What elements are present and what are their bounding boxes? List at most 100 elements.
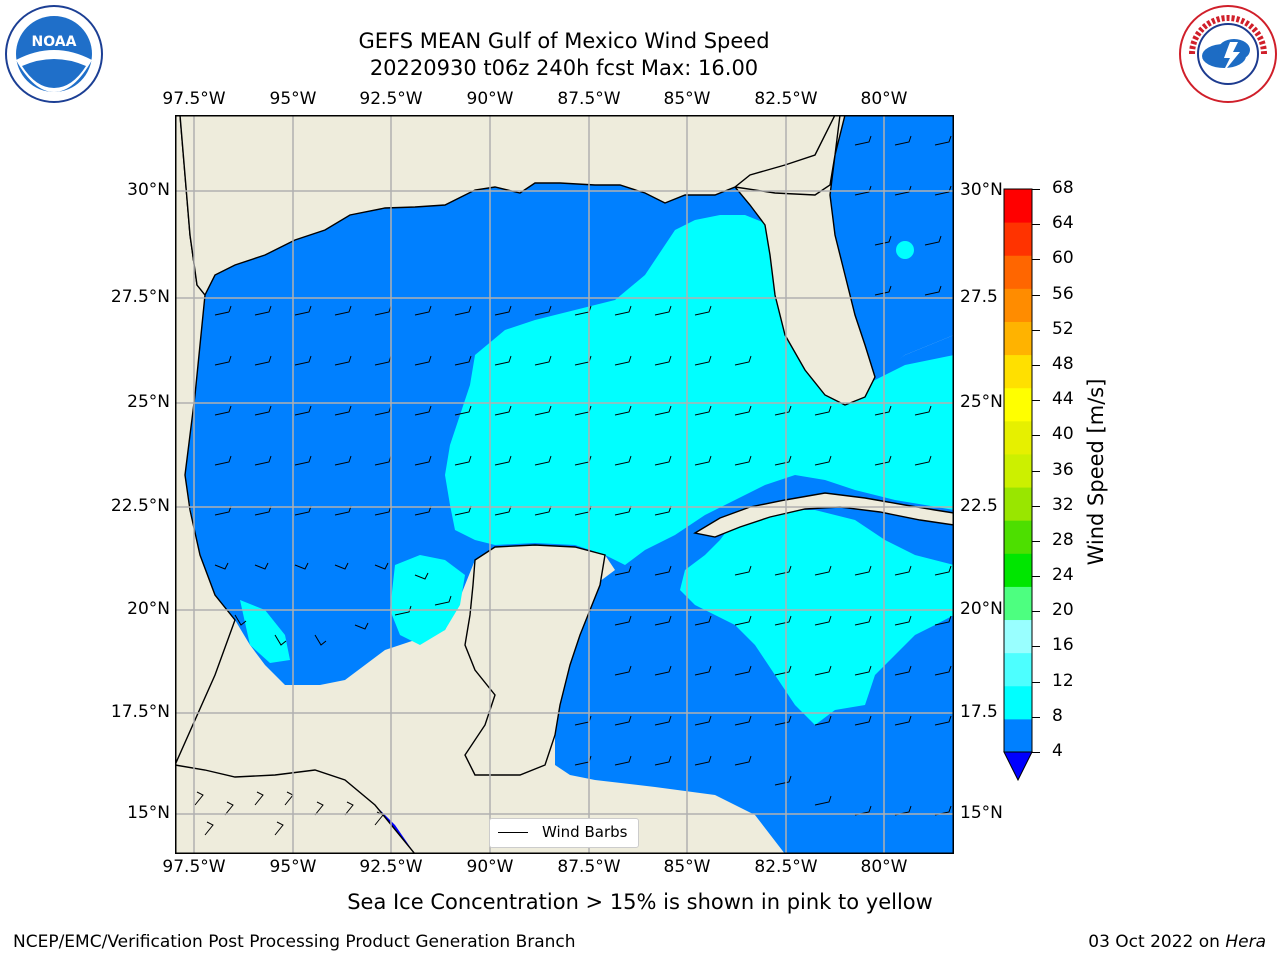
colorbar-tick-label: 8 — [1052, 705, 1063, 726]
colorbar-tick-mark — [1032, 576, 1040, 578]
atlantic-water-4-8 — [830, 115, 954, 377]
colorbar-band — [1004, 685, 1032, 720]
colorbar-tick-mark — [1032, 259, 1040, 261]
campeche-water-8-12 — [390, 555, 465, 645]
lon-label-bottom: 97.5°W — [162, 857, 226, 877]
lon-label-bottom: 95°W — [269, 857, 317, 877]
colorbar-extend-arrow — [1003, 751, 1033, 782]
colorbar-tick-mark — [1032, 505, 1040, 507]
lat-label-left: 22.5°N — [110, 496, 170, 516]
colorbar-tick-label: 4 — [1052, 741, 1063, 761]
lon-label-top: 85°W — [663, 89, 711, 109]
sea-ice-note: Sea Ice Concentration > 15% is shown in … — [347, 890, 933, 914]
colorbar-tick-label: 64 — [1052, 213, 1074, 234]
colorbar-band — [1004, 288, 1032, 322]
lat-label-left: 15°N — [127, 803, 170, 823]
colorbar-band — [1004, 354, 1032, 389]
colorbar-bands — [1004, 189, 1032, 753]
footer-credit: NCEP/EMC/Verification Post Processing Pr… — [13, 932, 576, 952]
legend-label: Wind Barbs — [542, 823, 628, 841]
colorbar-tick-mark — [1032, 752, 1040, 753]
colorbar-tick-label: 52 — [1052, 318, 1074, 339]
colorbar-band — [1004, 520, 1032, 554]
colorbar-tick-mark — [1032, 611, 1040, 613]
colorbar-tick-label: 16 — [1052, 635, 1074, 656]
lat-label-right: 25°N — [960, 392, 1003, 412]
lon-label-top: 82.5°W — [754, 89, 818, 109]
central-america-land — [175, 764, 416, 854]
colorbar-tick-mark — [1032, 400, 1040, 402]
colorbar-tick-label: 36 — [1052, 459, 1074, 480]
lon-label-bottom: 82.5°W — [754, 857, 818, 877]
colorbar-band — [1004, 387, 1032, 422]
lat-label-left: 25°N — [127, 392, 170, 412]
colorbar-tick-label: 56 — [1052, 283, 1074, 304]
colorbar-tick-mark — [1032, 224, 1040, 226]
colorbar-tick-label: 28 — [1052, 529, 1074, 550]
colorbar — [1003, 188, 1033, 782]
colorbar-tick-mark — [1032, 716, 1040, 718]
colorbar-tick-label: 24 — [1052, 565, 1074, 586]
colorbar-tick-mark — [1032, 646, 1040, 648]
lat-label-left: 30°N — [127, 180, 170, 200]
colorbar-band — [1004, 255, 1032, 289]
colorbar-tick-label: 32 — [1052, 494, 1074, 515]
colorbar-tick-mark — [1032, 294, 1040, 296]
caribbean-water-8-12 — [680, 510, 954, 725]
colorbar-band — [1004, 553, 1032, 587]
lon-label-bottom: 87.5°W — [557, 857, 621, 877]
lon-label-top: 90°W — [466, 89, 514, 109]
lat-label-right: 27.5 — [960, 287, 998, 307]
colorbar-tick-label: 48 — [1052, 353, 1074, 374]
lon-label-top: 80°W — [860, 89, 908, 109]
lon-label-bottom: 80°W — [860, 857, 908, 877]
cuba-land — [693, 492, 954, 538]
lat-label-right: 20°N — [960, 599, 1003, 619]
colorbar-tick-mark — [1032, 540, 1040, 542]
florida-land — [733, 115, 876, 406]
lat-label-left: 27.5°N — [110, 287, 170, 307]
colorbar-label: Wind Speed [m/s] — [1084, 378, 1108, 566]
colorbar-band — [1004, 652, 1032, 687]
colorbar-band — [1004, 487, 1032, 521]
colorbar-tick-label: 68 — [1052, 178, 1074, 198]
colorbar-band — [1004, 420, 1032, 455]
wind-barbs — [194, 135, 952, 836]
lon-label-top: 97.5°W — [162, 89, 226, 109]
noaa-logo: NOAA — [5, 5, 103, 103]
colorbar-tick-label: 40 — [1052, 424, 1074, 445]
legend-line — [498, 832, 528, 833]
colorbar-band — [1004, 619, 1032, 654]
lon-label-bottom: 90°W — [466, 857, 514, 877]
lat-label-right: 15°N — [960, 803, 1003, 823]
colorbar-tick-label: 60 — [1052, 248, 1074, 269]
lat-label-left: 17.5°N — [110, 702, 170, 722]
lat-label-right: 30°N — [960, 180, 1003, 200]
colorbar-tick-mark — [1032, 364, 1040, 366]
atlantic-water-8-12-spot — [896, 241, 914, 259]
map-frame — [175, 115, 954, 854]
map-legend: Wind Barbs — [489, 818, 639, 848]
yucatan-land — [464, 544, 606, 776]
colorbar-band — [1004, 718, 1032, 753]
colorbar-tick-mark — [1032, 681, 1040, 683]
colorbar-tick-mark — [1032, 189, 1040, 190]
colorbar-tick-mark — [1032, 329, 1040, 331]
footer-date-text: 03 Oct 2022 on — [1088, 932, 1226, 952]
lat-label-right: 17.5 — [960, 702, 998, 722]
footer-date: 03 Oct 2022 on Hera — [1088, 932, 1266, 952]
colorbar-tick-label: 20 — [1052, 600, 1074, 621]
footer-host: Hera — [1225, 932, 1266, 952]
gulf-water-8-12 — [445, 215, 954, 565]
tampico-water-8-12 — [240, 600, 290, 663]
colorbar-band — [1004, 222, 1032, 256]
lon-label-top: 87.5°W — [557, 89, 621, 109]
lat-label-left: 20°N — [127, 599, 170, 619]
gulf-wind-speed-map — [175, 115, 954, 854]
colorbar-band — [1004, 453, 1032, 488]
graticule — [175, 115, 954, 854]
lon-label-bottom: 85°W — [663, 857, 711, 877]
lon-label-top: 92.5°W — [359, 89, 423, 109]
noaa-logo-text: NOAA — [32, 34, 77, 50]
colorbar-band — [1004, 321, 1032, 356]
